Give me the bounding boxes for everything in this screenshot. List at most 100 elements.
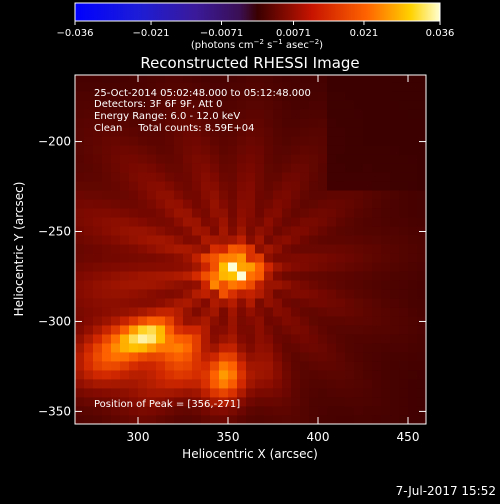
heatmap-cell [399, 307, 409, 317]
heatmap-cell [300, 190, 310, 200]
heatmap-cell [372, 235, 382, 245]
heatmap-cell [174, 244, 184, 254]
heatmap-cell [417, 406, 426, 416]
heatmap-cell [291, 145, 301, 155]
heatmap-cell [309, 91, 319, 101]
heatmap-cell [390, 217, 400, 227]
heatmap-cell [183, 91, 193, 101]
heatmap-cell [147, 262, 157, 272]
heatmap-cell [138, 415, 148, 424]
heatmap-cell [246, 370, 256, 380]
heatmap-cell [291, 397, 301, 407]
heatmap-cell [354, 118, 364, 128]
heatmap-cell [201, 75, 211, 83]
heatmap-cell [300, 298, 310, 308]
heatmap-cell [318, 361, 328, 371]
heatmap-cell [237, 82, 247, 92]
heatmap-cell [93, 235, 103, 245]
heatmap-cell [210, 118, 220, 128]
heatmap-cell [129, 379, 139, 389]
heatmap-cell [345, 145, 355, 155]
heatmap-cell [210, 388, 220, 398]
heatmap-cell [84, 361, 94, 371]
heatmap-cell [228, 181, 238, 191]
heatmap-cell [192, 397, 202, 407]
heatmap-cell [219, 190, 229, 200]
heatmap-cell [183, 136, 193, 146]
heatmap-cell [273, 244, 283, 254]
heatmap-cell [201, 208, 211, 218]
heatmap-cell [273, 163, 283, 173]
heatmap-cell [408, 406, 418, 416]
heatmap-cell [408, 352, 418, 362]
heatmap-cell [84, 415, 94, 424]
heatmap-cell [210, 334, 220, 344]
heatmap-cell [300, 163, 310, 173]
heatmap-cell [327, 163, 337, 173]
heatmap-cell [102, 406, 112, 416]
heatmap-cell [318, 280, 328, 290]
heatmap-cell [264, 91, 274, 101]
heatmap-cell [336, 334, 346, 344]
heatmap-cell [219, 127, 229, 137]
heatmap-cell [129, 154, 139, 164]
heatmap-cell [210, 253, 220, 263]
heatmap-cell [120, 91, 130, 101]
heatmap-cell [264, 199, 274, 209]
heatmap-cell [102, 415, 112, 424]
heatmap-cell [417, 100, 426, 110]
heatmap-cell [255, 226, 265, 236]
heatmap-cell [138, 118, 148, 128]
heatmap-cell [309, 145, 319, 155]
heatmap-cell [282, 91, 292, 101]
heatmap-cell [147, 361, 157, 371]
heatmap-cell [273, 118, 283, 128]
heatmap-cell [201, 154, 211, 164]
heatmap-cell [363, 91, 373, 101]
heatmap-cell [282, 181, 292, 191]
heatmap-cell [354, 397, 364, 407]
heatmap-cell [390, 181, 400, 191]
heatmap-cell [111, 199, 121, 209]
heatmap-cell [183, 316, 193, 326]
heatmap-cell [282, 298, 292, 308]
heatmap-cell [363, 190, 373, 200]
heatmap-cell [174, 298, 184, 308]
heatmap-cell [219, 361, 229, 371]
heatmap-cell [273, 235, 283, 245]
heatmap-cell [156, 316, 166, 326]
heatmap-cell [354, 361, 364, 371]
heatmap-cell [93, 388, 103, 398]
heatmap-cell [246, 316, 256, 326]
heatmap-cell [111, 370, 121, 380]
heatmap-cell [93, 298, 103, 308]
heatmap-cell [318, 154, 328, 164]
heatmap-cell [372, 334, 382, 344]
heatmap-cell [318, 262, 328, 272]
heatmap-cell [363, 253, 373, 263]
heatmap-cell [399, 280, 409, 290]
heatmap-cell [75, 82, 85, 92]
heatmap-cell [111, 334, 121, 344]
heatmap-cell [264, 352, 274, 362]
heatmap-cell [327, 352, 337, 362]
heatmap-cell [84, 253, 94, 263]
heatmap-cell [399, 199, 409, 209]
heatmap-cell [300, 100, 310, 110]
heatmap-cell [111, 361, 121, 371]
heatmap-cell [273, 397, 283, 407]
heatmap-cell [165, 100, 175, 110]
heatmap-cell [264, 82, 274, 92]
heatmap-cell [174, 136, 184, 146]
heatmap-cell [291, 271, 301, 281]
heatmap-cell [381, 307, 391, 317]
heatmap-cell [255, 316, 265, 326]
heatmap-cell [363, 289, 373, 299]
heatmap-cell [138, 181, 148, 191]
heatmap-cell [210, 235, 220, 245]
heatmap-cell [246, 190, 256, 200]
heatmap-cell [246, 109, 256, 119]
heatmap-cell [93, 316, 103, 326]
heatmap-cell [210, 154, 220, 164]
heatmap-cell [345, 361, 355, 371]
